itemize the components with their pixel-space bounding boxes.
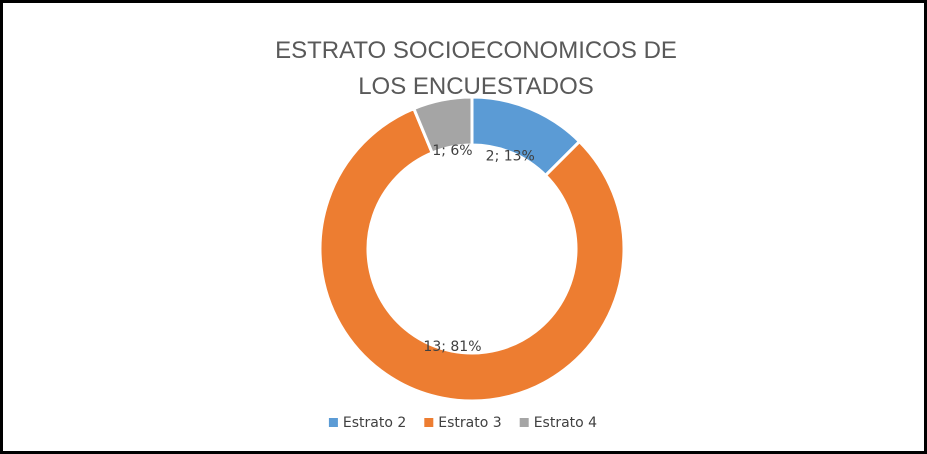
legend-swatch <box>424 418 434 427</box>
legend-label: Estrato 4 <box>534 415 597 431</box>
legend-label: Estrato 2 <box>343 415 406 431</box>
data-label: 1; 6% <box>432 143 472 159</box>
legend-label: Estrato 3 <box>438 415 501 431</box>
data-label: 13; 81% <box>423 339 481 355</box>
legend-swatch <box>519 418 529 427</box>
chart: 2; 13% 13; 81% 1; 6% Estrato 2 Estrato 3 Estr… <box>318 95 626 431</box>
chart-title: ESTRATO SOCIOECONOMICOS DE LOS ENCUESTAD… <box>275 37 677 100</box>
donut-slice <box>318 106 626 403</box>
data-label: 2; 13% <box>486 149 535 165</box>
donut-slice <box>411 95 474 155</box>
legend-swatch <box>328 418 338 427</box>
